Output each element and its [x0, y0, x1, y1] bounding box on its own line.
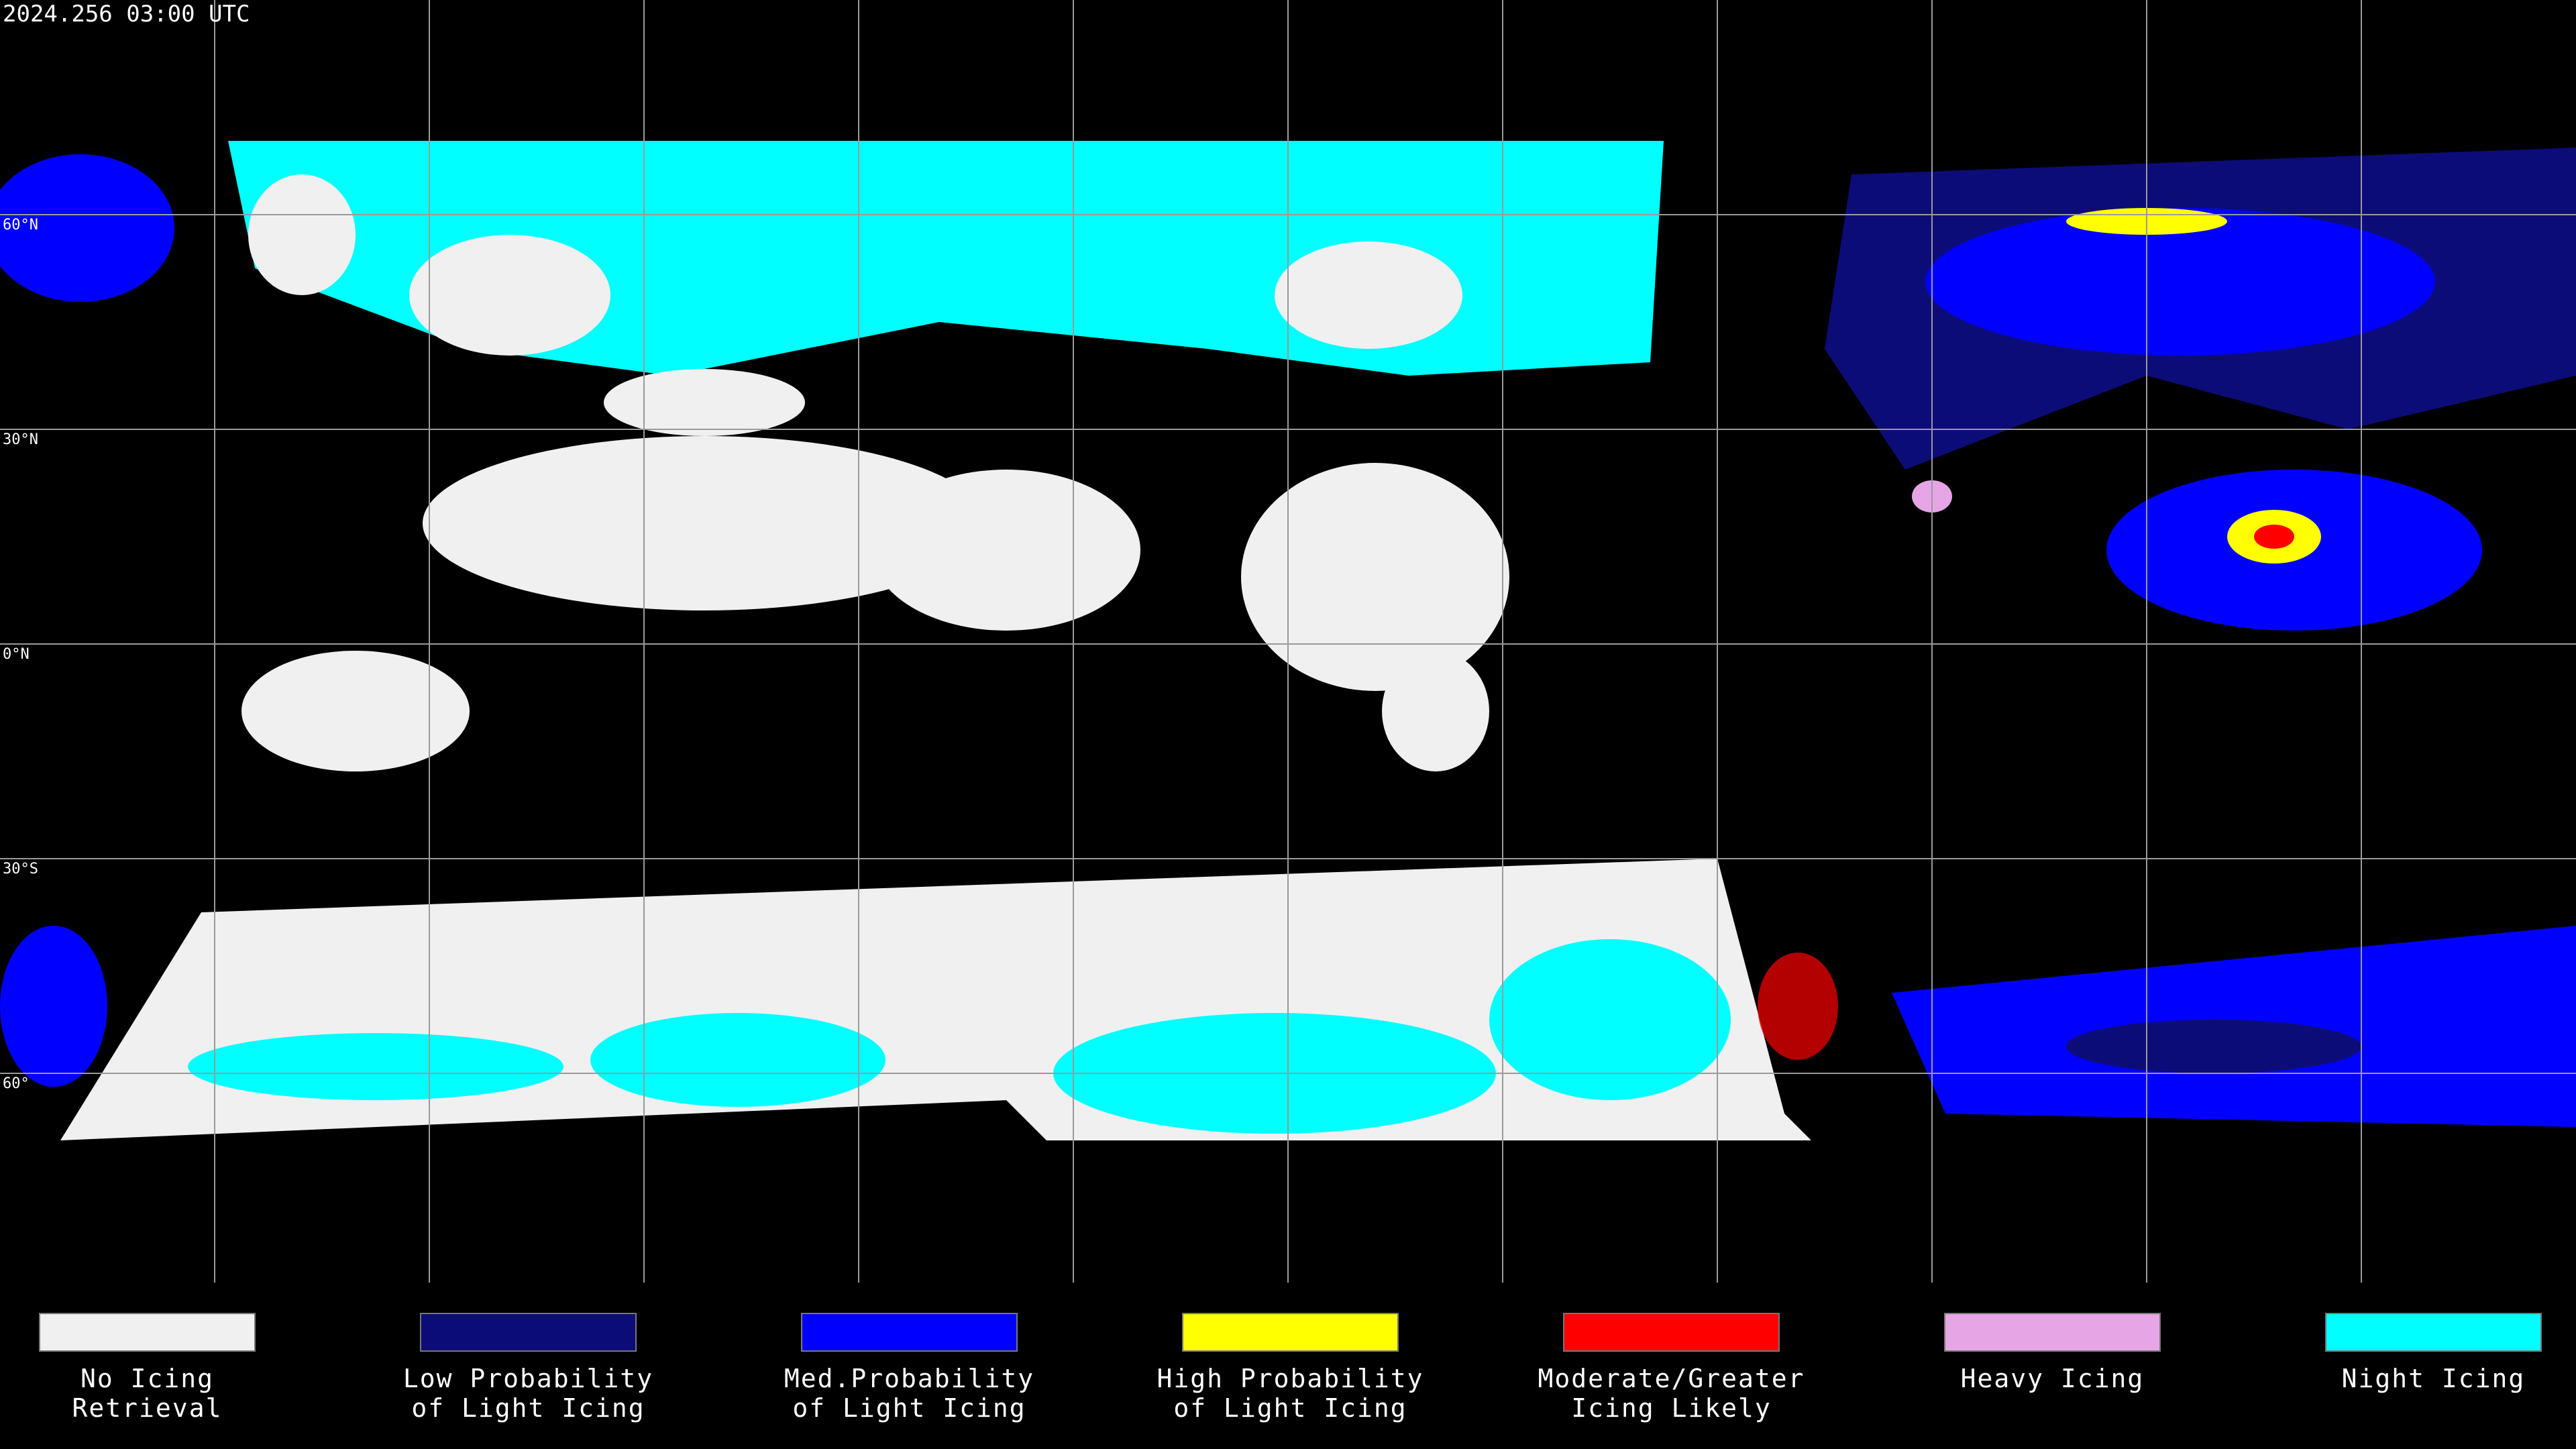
legend-label: of Light Icing — [1173, 1393, 1407, 1423]
legend-label: Low Probability — [403, 1364, 653, 1393]
cloud-fields — [0, 141, 2576, 1140]
night-icing-area — [188, 1033, 564, 1100]
no-icing-area — [409, 235, 610, 356]
legend-label: Night Icing — [2342, 1364, 2526, 1393]
legend-swatch — [1944, 1313, 2161, 1352]
low-probability-area — [2066, 1020, 2361, 1073]
legend-label: Heavy Icing — [1961, 1364, 2145, 1393]
med-probability-area — [0, 926, 107, 1087]
lat-labels: 60°N 30°N 0°N 30°S 60° — [3, 217, 38, 1092]
no-icing-area — [423, 436, 986, 610]
no-icing-area — [872, 470, 1140, 631]
no-icing-area — [1241, 463, 1509, 691]
legend-swatch — [1563, 1313, 1780, 1352]
no-icing-area — [248, 174, 356, 295]
no-icing-area — [241, 651, 470, 771]
med-probability-area — [1925, 208, 2435, 356]
no-icing-area — [1275, 241, 1462, 349]
med-probability-area — [0, 154, 174, 302]
legend-label: Icing Likely — [1571, 1393, 1772, 1423]
legend-swatch — [801, 1313, 1018, 1352]
graticule — [0, 0, 2576, 1283]
legend-swatch — [2325, 1313, 2542, 1352]
timestamp: 2024.256 03:00 UTC — [3, 1, 250, 28]
night-icing-area — [1489, 939, 1731, 1100]
night-icing-area — [590, 1013, 885, 1107]
legend-label: of Light Icing — [411, 1393, 645, 1423]
legend-label: No Icing — [80, 1364, 214, 1393]
legend-swatch — [420, 1313, 637, 1352]
lat-label: 0°N — [3, 646, 30, 663]
legend-label: Moderate/Greater — [1538, 1364, 1805, 1393]
lat-label: 30°S — [3, 861, 38, 877]
legend-label: High Probability — [1157, 1364, 1424, 1393]
legend-swatch — [39, 1313, 256, 1352]
no-icing-area — [604, 369, 805, 436]
lat-label: 60° — [3, 1075, 30, 1092]
legend-label: Med.Probability — [784, 1364, 1034, 1393]
legend-swatch — [1182, 1313, 1399, 1352]
legend-label: Retrieval — [72, 1393, 223, 1423]
lat-label: 30°N — [3, 431, 38, 448]
legend-background — [0, 1283, 2576, 1449]
legend-label: of Light Icing — [792, 1393, 1026, 1423]
lat-label: 60°N — [3, 217, 38, 233]
moderate-area — [2254, 525, 2294, 549]
moderate-area — [1758, 953, 1838, 1060]
no-icing-area — [1382, 651, 1489, 771]
